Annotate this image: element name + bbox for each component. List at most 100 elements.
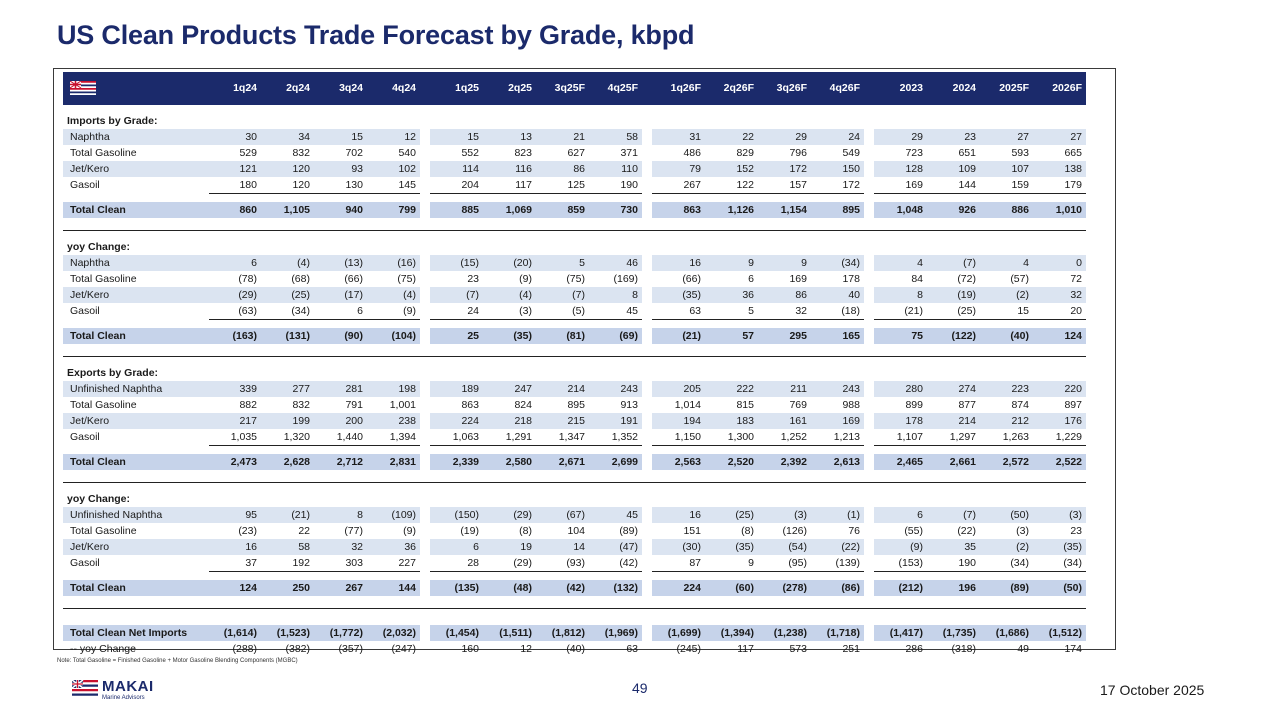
value-cell: (90): [314, 328, 367, 344]
column-gap: [864, 271, 874, 287]
value-cell: 130: [314, 177, 367, 194]
value-cell: 2,563: [652, 454, 705, 470]
table-row: Gasoil 37 192 303 227 28 (29) (93) (42) 87 9 (95) (1…: [63, 555, 1086, 572]
value-cell: (66): [682, 273, 701, 285]
page-number: 49: [632, 680, 648, 696]
section-divider: [63, 596, 1086, 609]
column-gap: [864, 202, 874, 218]
column-gap: [420, 507, 430, 523]
value-cell: 114: [430, 161, 483, 177]
value-cell: 2,522: [1033, 454, 1086, 470]
value-cell: 222: [705, 381, 758, 397]
row-label: -- yoy Change: [70, 643, 136, 655]
value-cell: (7): [927, 507, 980, 523]
value-cell: 899: [905, 399, 923, 411]
value-cell: 159: [980, 177, 1033, 194]
column-gap: [642, 328, 652, 344]
value-cell: 27: [1033, 129, 1086, 145]
value-cell: (9): [874, 539, 927, 555]
value-cell: (1,511): [483, 625, 536, 641]
value-cell: 832: [292, 147, 310, 159]
section-heading-row: yoy Change:: [63, 491, 1086, 507]
value-cell: 0: [1033, 255, 1086, 271]
value-cell: 8: [589, 287, 642, 303]
column-gap: [642, 507, 652, 523]
value-cell: 72: [1070, 273, 1082, 285]
value-cell: 120: [261, 177, 314, 194]
value-cell: 29: [874, 129, 927, 145]
value-cell: 5: [536, 255, 589, 271]
row-label: Total Gasoline: [70, 525, 137, 537]
header-flag-cell: [63, 72, 209, 105]
value-cell: 267: [314, 580, 367, 596]
value-cell: 573: [789, 643, 807, 655]
value-cell: (54): [758, 539, 811, 555]
value-cell: 191: [589, 413, 642, 429]
value-cell: (3): [483, 303, 536, 320]
column-gap: [864, 523, 874, 539]
total-row: Total Clean 124 250 267 144 (135) (48) (42) (132…: [63, 580, 1086, 596]
value-cell: (132): [589, 580, 642, 596]
total-row: Total Clean 2,473 2,628 2,712 2,831 2,339 2,58…: [63, 454, 1086, 470]
table-row: Unfinished Naphtha 95 (21) 8 (109) (150) (29)(…: [63, 507, 1086, 523]
column-gap: [420, 641, 430, 657]
section-heading: yoy Change:: [67, 493, 131, 505]
value-cell: 6: [748, 273, 754, 285]
value-cell: 2,520: [705, 454, 758, 470]
column-gap: [864, 580, 874, 596]
value-cell: (16): [367, 255, 420, 271]
value-cell: 150: [811, 161, 864, 177]
value-cell: 151: [683, 525, 701, 537]
row-label: Total Clean: [63, 580, 209, 596]
row-label: Total Gasoline: [70, 399, 137, 411]
value-cell: 1,154: [758, 202, 811, 218]
value-cell: 183: [705, 413, 758, 429]
value-cell: 198: [367, 381, 420, 397]
value-cell: 138: [1033, 161, 1086, 177]
column-gap: [864, 413, 874, 429]
value-cell: (245): [676, 643, 701, 655]
column-gap: [864, 287, 874, 303]
column-gap: [642, 271, 652, 287]
value-cell: 243: [589, 381, 642, 397]
column-header: 2023: [874, 72, 927, 105]
value-cell: (1,718): [811, 625, 864, 641]
value-cell: (7): [430, 287, 483, 303]
section-heading-row: yoy Change:: [63, 239, 1086, 255]
total-row: Total Clean (163) (131) (90) (104) 25 (35) (81)…: [63, 328, 1086, 344]
value-cell: 1,105: [261, 202, 314, 218]
column-header: 2025F: [980, 72, 1033, 105]
value-cell: (48): [483, 580, 536, 596]
value-cell: 199: [261, 413, 314, 429]
value-cell: (50): [1033, 580, 1086, 596]
value-cell: 109: [927, 161, 980, 177]
value-cell: 1,347: [536, 429, 589, 446]
value-cell: (4): [483, 287, 536, 303]
value-cell: 22: [298, 525, 310, 537]
value-cell: (69): [589, 328, 642, 344]
value-cell: 160: [461, 643, 479, 655]
hawaii-flag-icon: [70, 81, 96, 96]
value-cell: (25): [927, 303, 980, 320]
table-row: Jet/Kero 16 58 32 36 6 19 14 (47) (30) (35) (54) (22…: [63, 539, 1086, 555]
value-cell: 58: [261, 539, 314, 555]
value-cell: 190: [927, 555, 980, 572]
value-cell: (126): [782, 525, 807, 537]
value-cell: 214: [536, 381, 589, 397]
value-cell: 882: [239, 399, 257, 411]
column-gap: [642, 413, 652, 429]
logo-name: MAKAI: [102, 678, 154, 695]
value-cell: 1,394: [367, 429, 420, 446]
value-cell: (67): [536, 507, 589, 523]
value-cell: 223: [980, 381, 1033, 397]
column-gap: [864, 429, 874, 446]
column-header: 1q26F: [652, 72, 705, 105]
value-cell: 1,001: [389, 399, 416, 411]
value-cell: (7): [536, 287, 589, 303]
value-cell: (89): [980, 580, 1033, 596]
page-title: US Clean Products Trade Forecast by Grad…: [57, 20, 695, 50]
table-row: Naphtha 30 34 15 12 15 13 21 58 31 22 29 24 29 23 27 27: [63, 129, 1086, 145]
value-cell: 200: [314, 413, 367, 429]
value-cell: 36: [705, 287, 758, 303]
value-cell: (35): [652, 287, 705, 303]
